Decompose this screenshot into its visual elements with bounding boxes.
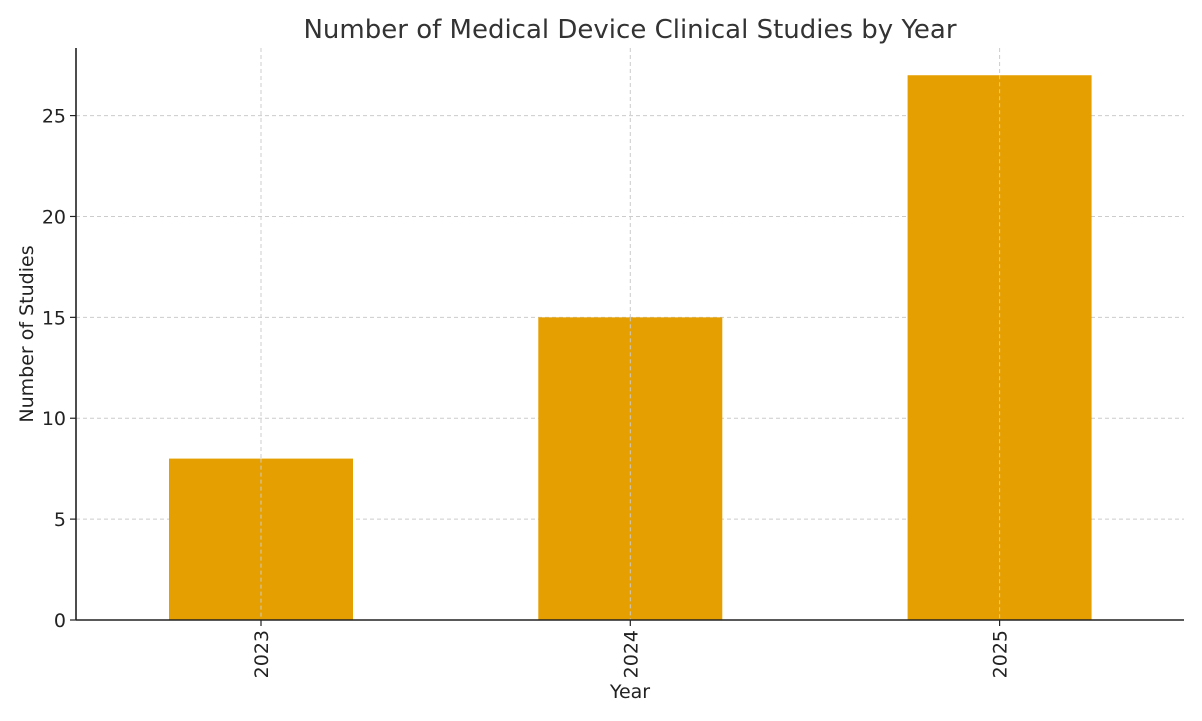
x-tick-label: 2023 [251,630,273,678]
chart-title: Number of Medical Device Clinical Studie… [303,15,956,45]
y-tick-label: 0 [54,610,66,632]
y-tick-label: 15 [42,307,66,329]
y-tick-label: 25 [42,106,66,128]
y-axis-label: Number of Studies [16,245,38,422]
x-axis-label: Year [609,681,650,703]
x-tick-label: 2025 [990,630,1012,678]
y-tick-label: 10 [42,408,66,430]
y-tick-label: 20 [42,206,66,228]
bar-2025 [907,75,1092,620]
y-tick-label: 5 [54,509,66,531]
x-tick-label: 2024 [620,630,642,678]
bars-layer [169,75,1092,620]
